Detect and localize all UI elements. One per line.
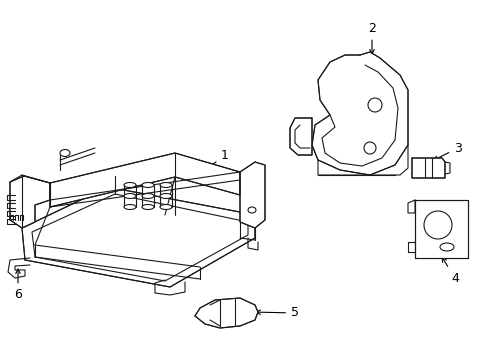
- Ellipse shape: [124, 204, 136, 210]
- Polygon shape: [311, 52, 407, 175]
- Polygon shape: [411, 158, 444, 178]
- Ellipse shape: [142, 194, 154, 198]
- Polygon shape: [195, 298, 258, 328]
- Text: 1: 1: [193, 149, 228, 180]
- Ellipse shape: [247, 207, 256, 213]
- Ellipse shape: [160, 194, 172, 198]
- Text: 5: 5: [256, 306, 298, 320]
- Circle shape: [367, 98, 381, 112]
- Text: 3: 3: [433, 141, 461, 160]
- Text: 6: 6: [14, 269, 22, 302]
- Ellipse shape: [124, 194, 136, 198]
- Polygon shape: [10, 176, 50, 228]
- Text: 2: 2: [367, 22, 375, 54]
- Ellipse shape: [160, 183, 172, 188]
- Ellipse shape: [160, 204, 172, 210]
- Ellipse shape: [60, 149, 70, 157]
- Ellipse shape: [124, 183, 136, 188]
- Polygon shape: [50, 153, 240, 207]
- Polygon shape: [22, 187, 254, 287]
- Polygon shape: [240, 162, 264, 228]
- Ellipse shape: [439, 243, 453, 251]
- Ellipse shape: [142, 183, 154, 188]
- Polygon shape: [289, 118, 311, 155]
- Text: 4: 4: [441, 257, 458, 284]
- Circle shape: [423, 211, 451, 239]
- Circle shape: [363, 142, 375, 154]
- Ellipse shape: [142, 204, 154, 210]
- Polygon shape: [414, 200, 467, 258]
